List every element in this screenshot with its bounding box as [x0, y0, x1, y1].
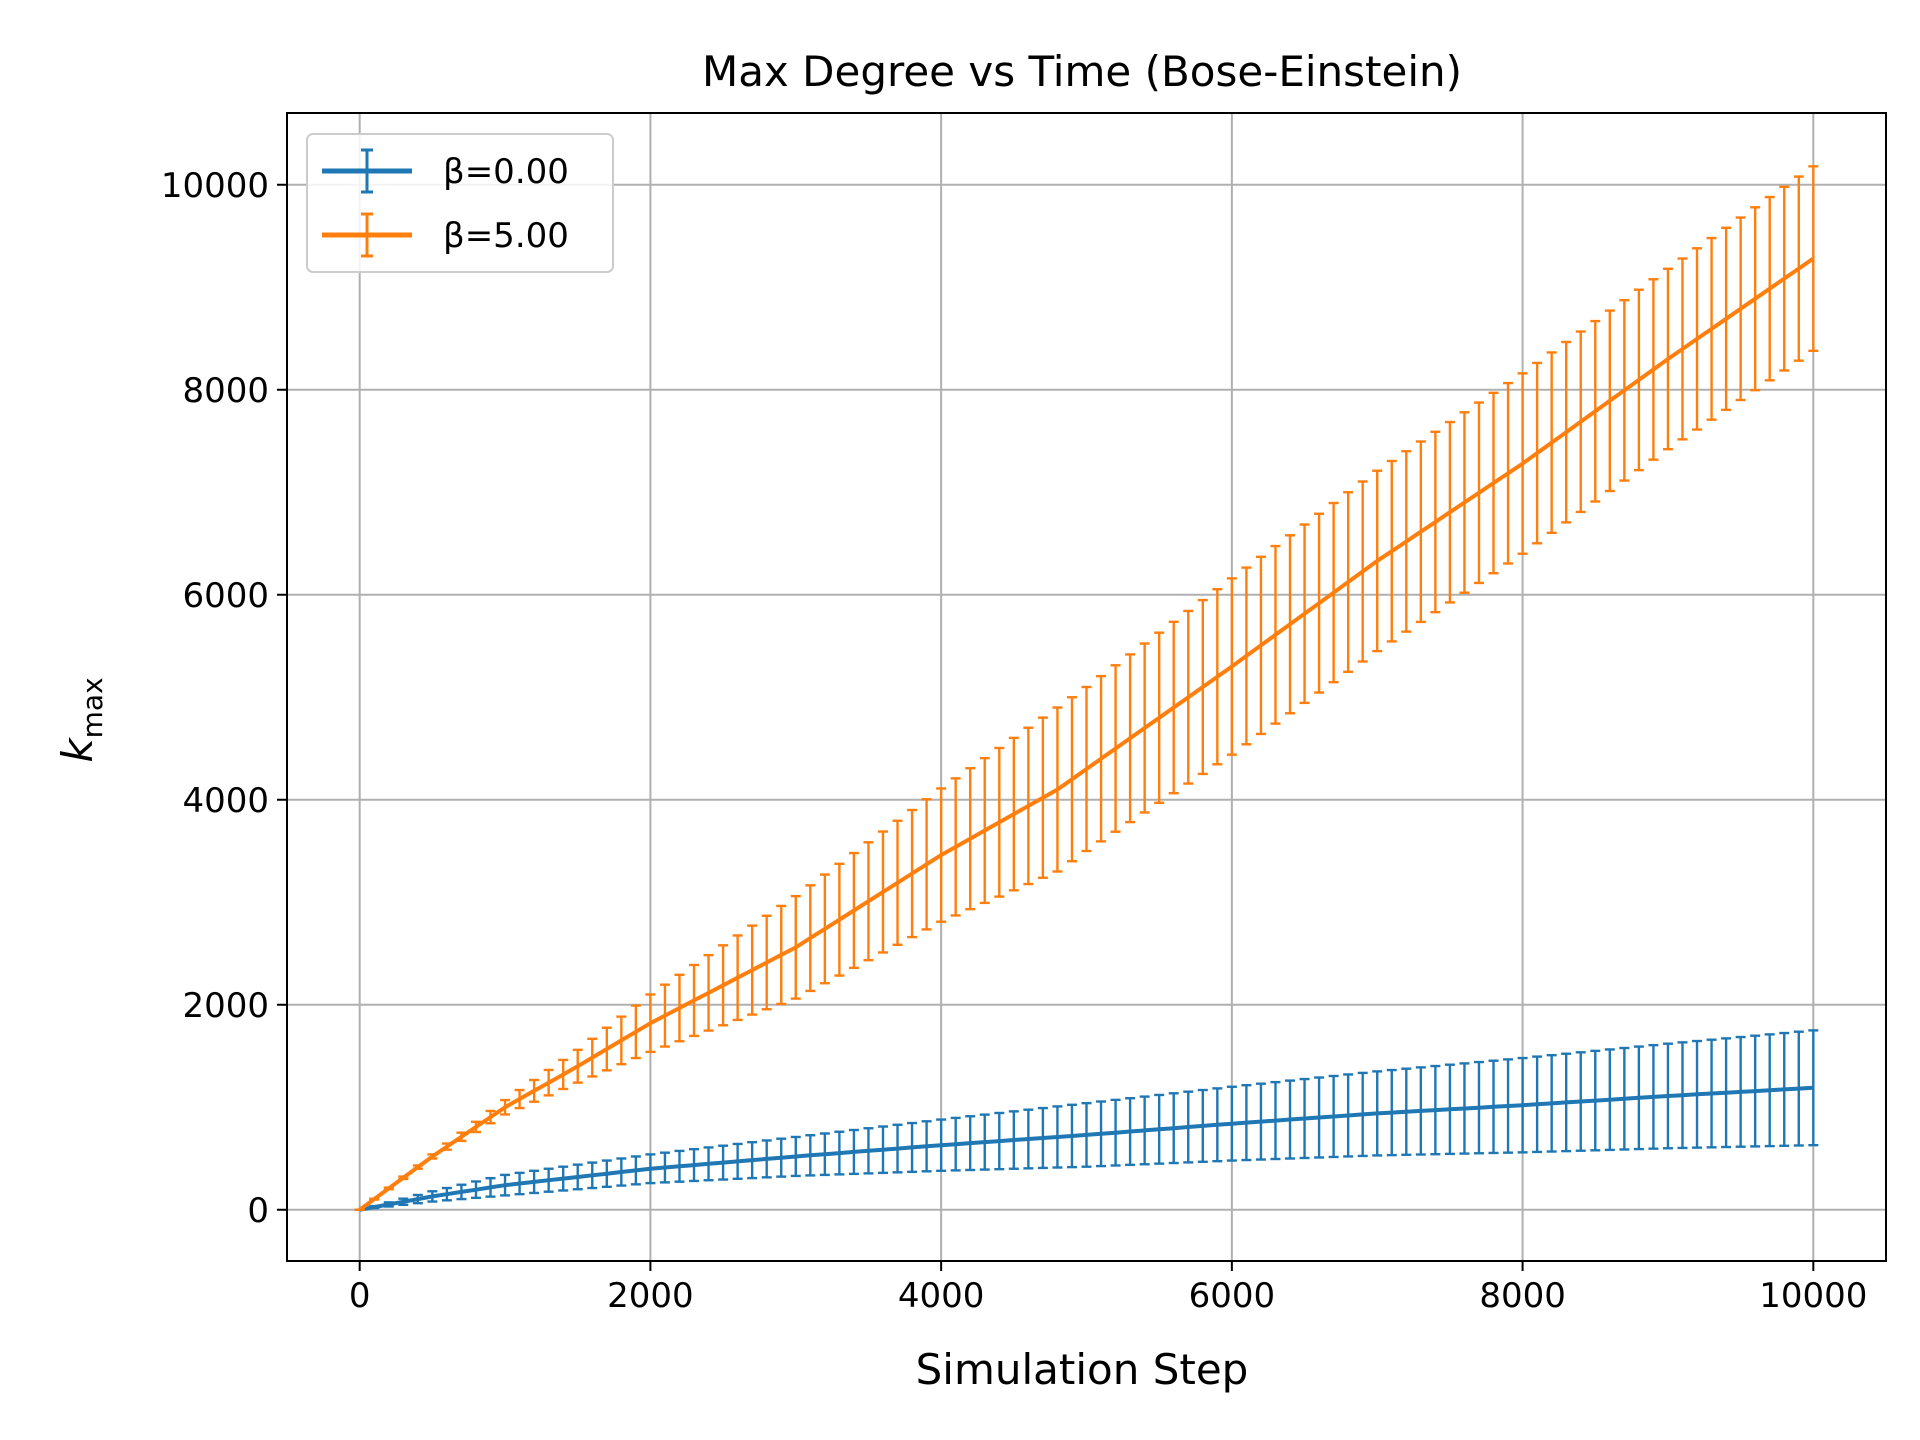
series-1 [354, 1029, 1819, 1212]
y-tick-label: 6000 [182, 576, 269, 616]
legend-label-2: β=5.00 [443, 216, 569, 256]
y-tick-label: 8000 [182, 371, 269, 411]
y-axis-title-subscript: max [76, 677, 109, 738]
x-tick-label: 10000 [1759, 1276, 1867, 1316]
x-axis-title: Simulation Step [916, 1345, 1249, 1394]
axis-ticks: 0 2000 4000 6000 8000 10000 0 2000 4000 6000 8000 1… [161, 166, 1868, 1316]
plot-area-frame [286, 112, 1887, 1262]
x-tick-label: 6000 [1189, 1276, 1276, 1316]
x-tick-label: 0 [349, 1276, 371, 1316]
x-tick-label: 8000 [1479, 1276, 1566, 1316]
x-tick-label: 2000 [607, 1276, 694, 1316]
y-axis-title-main: k [53, 737, 102, 763]
series-line [358, 256, 1815, 1212]
x-tick-label: 4000 [898, 1276, 985, 1316]
y-tick-label: 0 [247, 1191, 269, 1231]
y-tick-label: 2000 [182, 986, 269, 1026]
series-line [359, 1085, 1814, 1212]
chart-title: Max Degree vs Time (Bose-Einstein) [702, 47, 1462, 96]
y-tick-label: 10000 [161, 166, 269, 206]
grid-lines [287, 113, 1886, 1261]
legend: β=0.00 β=5.00 [306, 133, 614, 273]
legend-entry-1: β=0.00 [322, 148, 569, 194]
series-2 [354, 165, 1819, 1212]
series-layer [354, 165, 1819, 1212]
y-tick-label: 4000 [182, 781, 269, 821]
legend-entry-2: β=5.00 [322, 212, 569, 258]
y-axis-title: kmax [53, 677, 109, 762]
legend-label-1: β=0.00 [443, 152, 569, 192]
